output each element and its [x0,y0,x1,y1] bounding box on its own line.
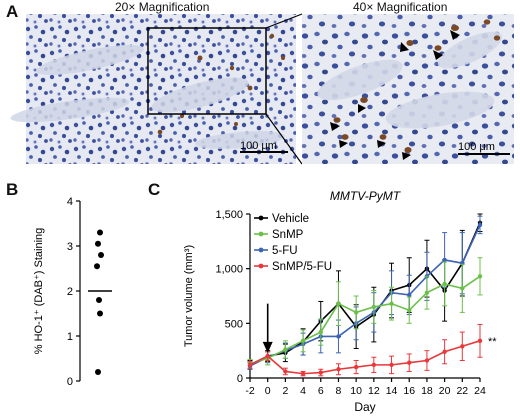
panel-b-letter: B [6,180,19,199]
zoom-connector-top [265,13,303,29]
panel-b-scatter-chart: 0 1 2 3 4 % HO-1⁺ (DAB⁺) Staining [33,196,112,388]
x-tick-label: 20 [439,385,451,397]
data-point [97,229,103,236]
zoom-region-box [147,27,267,115]
data-point [247,362,253,368]
stroma-streaks-right [317,31,503,129]
x-tick-label: 0 [265,385,271,397]
x-tick-label: 24 [474,385,486,397]
legend-label: SnMP [272,229,304,241]
data-point [424,290,430,295]
dab-stained-cells-right [333,19,501,153]
legend-swatch-marker [258,231,264,237]
data-point [389,301,394,306]
data-point [300,338,306,344]
y-tick-label: 1,000 [215,264,243,276]
scale-bar-left-label: 100 μm [240,140,277,152]
x-tick-label: 22 [456,385,468,397]
data-point [96,297,102,303]
data-point [407,308,412,313]
x-tick-label: 10 [350,385,362,397]
x-tick-label: 4 [300,385,306,397]
right-magnification-title: 40× Magnification [353,0,448,14]
data-point [477,338,483,344]
data-point [442,257,447,263]
y-tick-label: 500 [225,318,243,330]
series-line [249,340,481,375]
x-tick-label: 18 [421,385,433,397]
y-axis-label: % HO-1⁺ (DAB⁺) Staining [33,228,45,355]
data-point [95,369,101,375]
y-tick-label: 4 [67,196,73,208]
data-point [442,281,447,287]
series-snmp-5-fu [247,323,483,377]
y-tick-label: 0 [67,376,73,388]
x-tick-label: 2 [282,385,288,397]
x-tick-label: -2 [245,385,254,397]
y-tick-label: 0 [237,373,243,385]
left-magnification-title: 20× Magnification [115,0,210,14]
data-point [407,292,412,298]
legend-swatch-marker [258,247,264,253]
dab-stained-cells-left [157,33,285,135]
zoom-connector-bottom [265,113,303,165]
data-point [98,252,104,258]
legend-label: 5-FU [272,245,298,257]
data-point [353,310,359,315]
data-point [265,353,270,359]
x-tick-label: 8 [336,385,342,397]
data-point [283,369,288,374]
x-tick-label: 12 [368,385,380,397]
data-point [477,274,483,279]
chart-title: MMTV-PyMT [330,189,402,203]
data-point [94,263,100,270]
y-tick-label: 1 [67,331,73,343]
stroma-streaks-left [10,44,285,149]
y-tick-label: 3 [67,241,73,253]
data-point [336,367,341,372]
significance-annotation: ** [488,336,497,348]
series-line [249,275,481,365]
data-point [424,358,430,363]
data-point [371,362,377,368]
data-point [371,304,377,310]
panel-a-micrographs: 100 μm 100 μm [10,13,514,165]
data-point [97,310,103,317]
data-point [95,240,101,247]
series-line [249,224,481,367]
x-tick-label: 6 [318,385,324,397]
data-point [283,347,288,352]
series-snmp [247,257,483,369]
treatment-start-arrow-head [262,341,273,353]
y-tick-label: 1,500 [215,209,243,221]
legend-swatch-marker [258,263,264,269]
data-point [336,301,341,306]
legend-swatch-marker [258,215,264,221]
series-line [249,222,481,366]
y-tick-label: 2 [67,286,73,298]
x-tick-label: 16 [403,385,415,397]
scale-bar-right-label: 100 μm [458,141,495,153]
data-point [477,222,483,228]
legend-label: SnMP/5-FU [272,261,332,273]
data-point [407,360,412,365]
data-point [318,370,323,375]
x-tick-label: 14 [386,385,398,397]
legend: Vehicle SnMP 5-FU SnMP/5-FU [254,213,332,273]
y-axis-label: Tumor volume (mm³) [183,245,195,347]
legend-label: Vehicle [272,213,309,225]
data-point [460,286,465,291]
x-axis-label: Day [354,400,375,414]
data-point [353,364,359,370]
data-point [300,371,306,376]
panel-c-letter: C [148,180,161,199]
arrowhead-markers [330,30,460,160]
panel-a-letter: A [6,2,19,21]
data-point [442,349,447,354]
data-point [336,334,341,339]
data-point [389,362,394,368]
data-point [318,329,323,335]
data-point [460,344,465,349]
